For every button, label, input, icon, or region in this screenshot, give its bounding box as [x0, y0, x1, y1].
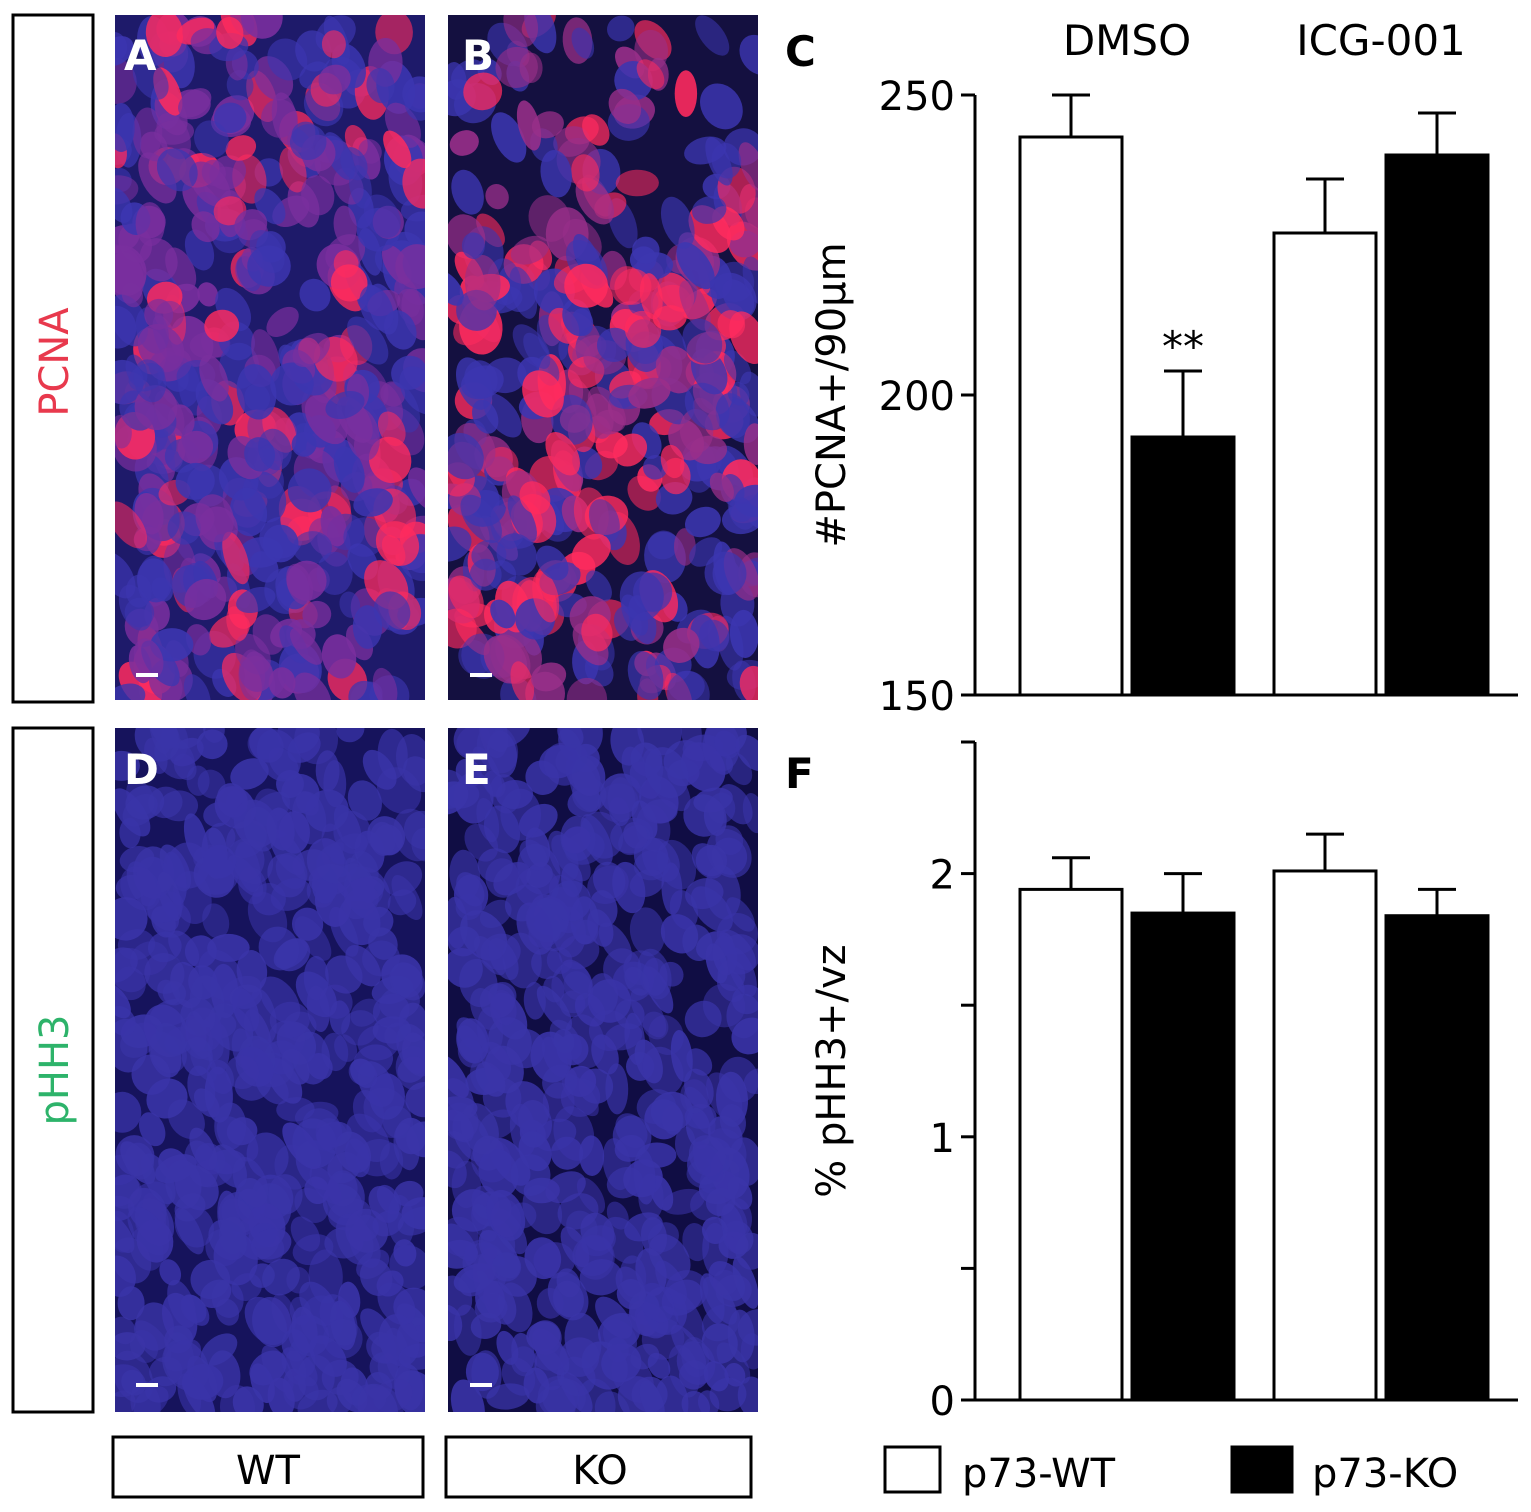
panel-letter-a: A [124, 31, 157, 80]
micrograph-b: B [448, 15, 758, 700]
column-label-box-wt [111, 1435, 425, 1499]
bar-p73-wt-1 [1272, 869, 1378, 1402]
y-tick-label: 2 [930, 853, 955, 899]
legend-swatch-p73-ko [1230, 1445, 1294, 1494]
bar-p73-ko-1 [1384, 153, 1490, 697]
row-label-pcna: PCNA [32, 307, 78, 417]
bar-p73-ko-0 [1130, 435, 1236, 697]
row-label-box-phh3 [11, 726, 95, 1414]
panel-letter-e: E [462, 745, 491, 794]
column-label-ko: KO [572, 1448, 628, 1494]
micrograph-a: A [115, 15, 425, 700]
significance-annotation: ** [1162, 322, 1204, 371]
group-label: DMSO [1063, 16, 1191, 65]
y-axis-label: % pHH3+/vz [809, 944, 855, 1197]
panel-letter-f: F [785, 749, 814, 798]
y-tick-label: 200 [879, 374, 955, 420]
bar-p73-wt-0 [1018, 887, 1124, 1402]
bar-p73-ko-1 [1384, 914, 1490, 1402]
bar-p73-wt-1 [1272, 231, 1378, 697]
chart-f: 0 1 2 % pHH3+/vz [809, 740, 1518, 1425]
y-tick-label: 250 [879, 74, 955, 120]
column-label-box-ko [444, 1435, 753, 1499]
column-label-wt: WT [236, 1448, 301, 1494]
chart-c: 150 200 250 #PCNA+/90µm DMSO ICG-001 ** [809, 16, 1518, 720]
y-tick-label: 150 [879, 674, 955, 720]
legend-label-p73-wt: p73-WT [962, 1451, 1116, 1497]
y-tick-label: 1 [930, 1116, 955, 1162]
micrograph-d: D [115, 728, 425, 1412]
row-label-phh3: pHH3 [32, 1015, 78, 1126]
scale-bar-e [470, 1383, 492, 1387]
panel-letter-d: D [124, 745, 159, 794]
legend: p73-WT p73-KO [883, 1445, 1458, 1497]
panel-letter-b: B [462, 31, 494, 80]
scale-bar-d [136, 1383, 158, 1387]
y-tick-label: 0 [930, 1379, 955, 1425]
legend-swatch-p73-wt [883, 1445, 942, 1494]
scale-bar-a [136, 673, 158, 677]
row-label-box-pcna [11, 13, 95, 704]
legend-label-p73-ko: p73-KO [1312, 1451, 1458, 1497]
micrograph-e: E [448, 728, 758, 1412]
bar-p73-wt-0 [1018, 135, 1124, 697]
bar-p73-ko-0 [1130, 911, 1236, 1402]
y-axis-label: #PCNA+/90µm [809, 242, 855, 547]
group-label: ICG-001 [1296, 16, 1466, 65]
panel-letter-c: C [785, 27, 816, 76]
scale-bar-b [470, 673, 492, 677]
